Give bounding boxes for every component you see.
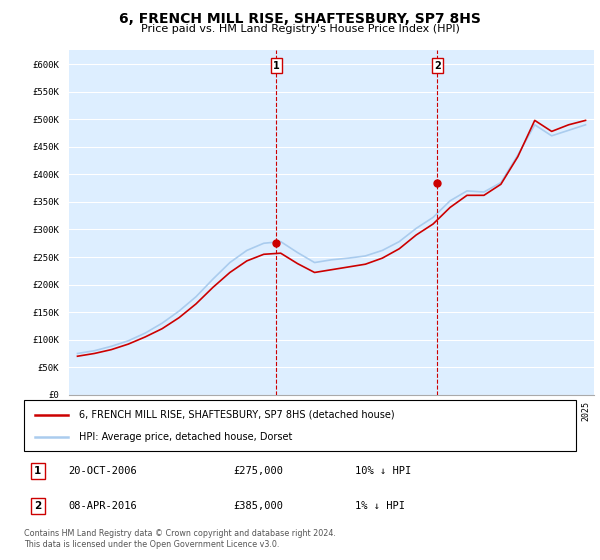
Text: HPI: Average price, detached house, Dorset: HPI: Average price, detached house, Dors… — [79, 432, 293, 442]
Text: £275,000: £275,000 — [234, 466, 284, 476]
Text: 1: 1 — [34, 466, 41, 476]
Text: 08-APR-2016: 08-APR-2016 — [68, 501, 137, 511]
Text: 2: 2 — [434, 61, 441, 71]
FancyBboxPatch shape — [24, 400, 576, 451]
Text: 6, FRENCH MILL RISE, SHAFTESBURY, SP7 8HS (detached house): 6, FRENCH MILL RISE, SHAFTESBURY, SP7 8H… — [79, 409, 395, 419]
Text: 1% ↓ HPI: 1% ↓ HPI — [355, 501, 405, 511]
Text: 20-OCT-2006: 20-OCT-2006 — [68, 466, 137, 476]
Text: 1: 1 — [273, 61, 280, 71]
Text: 6, FRENCH MILL RISE, SHAFTESBURY, SP7 8HS: 6, FRENCH MILL RISE, SHAFTESBURY, SP7 8H… — [119, 12, 481, 26]
Text: 2: 2 — [34, 501, 41, 511]
Text: £385,000: £385,000 — [234, 501, 284, 511]
Text: Price paid vs. HM Land Registry's House Price Index (HPI): Price paid vs. HM Land Registry's House … — [140, 24, 460, 34]
Text: 10% ↓ HPI: 10% ↓ HPI — [355, 466, 412, 476]
Text: Contains HM Land Registry data © Crown copyright and database right 2024.
This d: Contains HM Land Registry data © Crown c… — [24, 529, 336, 549]
